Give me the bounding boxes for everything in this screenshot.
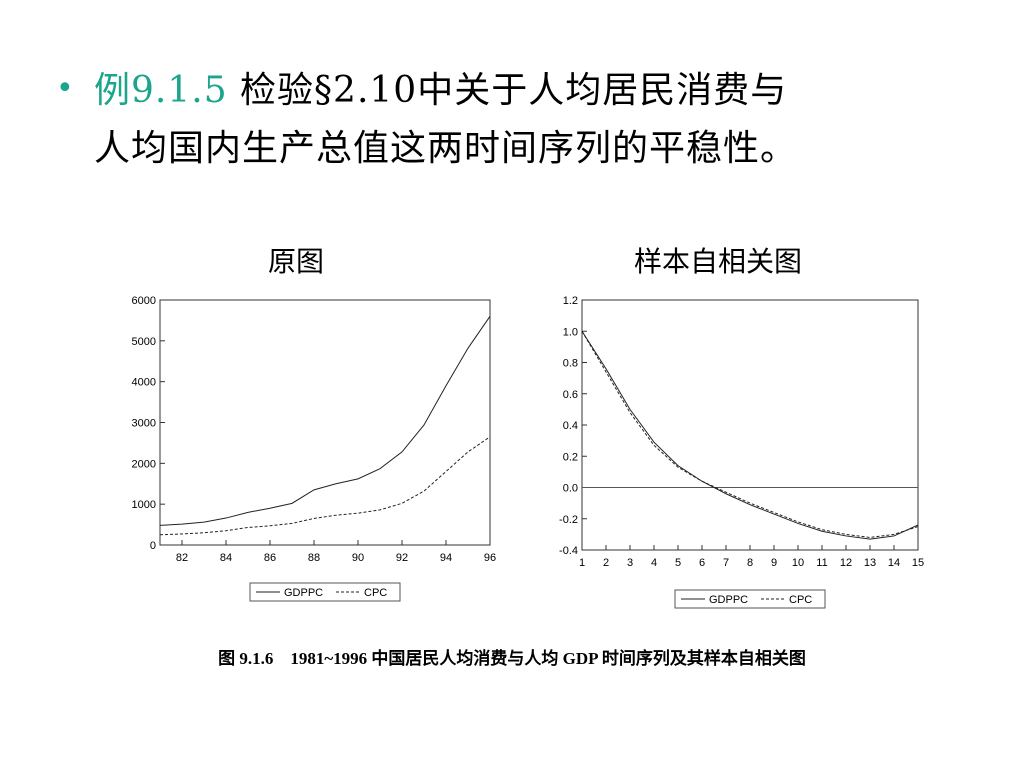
bullet-text: 例9.1.5 检验§2.10中关于人均居民消费与 人均国内生产总值这两时间序列的… bbox=[94, 62, 976, 178]
x-tick-label: 6 bbox=[699, 557, 705, 569]
y-tick-label: 1000 bbox=[132, 499, 156, 511]
bullet-line2: 人均国内生产总值这两时间序列的平稳性。 bbox=[94, 128, 798, 169]
y-tick-label: 1.0 bbox=[563, 326, 578, 338]
x-tick-label: 1 bbox=[579, 557, 585, 569]
legend-label-gdppc: GDPPC bbox=[709, 594, 748, 606]
y-tick-label: -0.2 bbox=[559, 514, 578, 526]
bullet-line1: 检验§2.10中关于人均居民消费与 bbox=[227, 70, 788, 111]
legend-label-gdppc: GDPPC bbox=[284, 587, 323, 599]
y-tick-label: 0.0 bbox=[563, 483, 578, 495]
y-tick-label: 4000 bbox=[132, 377, 156, 389]
series-line-gdppc bbox=[581, 330, 919, 540]
y-tick-label: 3000 bbox=[132, 418, 156, 430]
series-line-gdppc bbox=[159, 316, 491, 526]
series-line-cpc bbox=[581, 330, 919, 539]
y-tick-label: 0.2 bbox=[563, 451, 578, 463]
bullet-block: • 例9.1.5 检验§2.10中关于人均居民消费与 人均国内生产总值这两时间序… bbox=[56, 62, 976, 178]
y-tick-label: -0.4 bbox=[559, 545, 578, 557]
plot-frame bbox=[581, 299, 919, 551]
x-tick-label: 82 bbox=[176, 552, 188, 564]
x-tick-label: 94 bbox=[440, 552, 452, 564]
x-tick-label: 8 bbox=[747, 557, 753, 569]
x-tick-label: 84 bbox=[220, 552, 232, 564]
legend-label-cpc: CPC bbox=[789, 594, 812, 606]
right-chart: -0.4-0.20.00.20.40.60.81.01.21 2 3 4 5 6 7 8 9 10… bbox=[559, 295, 924, 609]
x-tick-label: 11 bbox=[816, 557, 827, 569]
x-tick-label: 12 bbox=[840, 557, 852, 569]
x-tick-label: 10 bbox=[792, 557, 804, 569]
y-tick-label: 6000 bbox=[132, 295, 156, 307]
y-tick-label: 0.8 bbox=[563, 358, 578, 370]
x-tick-label: 5 bbox=[675, 557, 681, 569]
right-chart-title: 样本自相关图 bbox=[634, 245, 803, 278]
x-tick-label: 2 bbox=[603, 557, 609, 569]
series-line-cpc bbox=[159, 436, 491, 536]
y-tick-label: 2000 bbox=[132, 458, 156, 470]
y-tick-label: 0.4 bbox=[563, 420, 578, 432]
left-chart: 0 1000 2000 3000 4000 5000 6000 82 84 86 88 90 92 94 9… bbox=[132, 295, 496, 602]
y-tick-label: 0.6 bbox=[563, 389, 578, 401]
example-label: 例9.1.5 bbox=[94, 70, 228, 111]
x-tick-label: 3 bbox=[627, 557, 633, 569]
y-tick-label: 0 bbox=[150, 540, 156, 552]
x-tick-label: 9 bbox=[771, 557, 777, 569]
plot-frame bbox=[159, 299, 491, 546]
bullet-icon: • bbox=[56, 71, 74, 106]
left-chart-title: 原图 bbox=[268, 245, 325, 278]
x-tick-label: 96 bbox=[484, 552, 496, 564]
figure-caption: 图 9.1.6 1981~1996 中国居民人均消费与人均 GDP 时间序列及其… bbox=[218, 649, 806, 668]
y-tick-label: 1.2 bbox=[563, 295, 578, 307]
legend-box bbox=[674, 589, 826, 609]
legend-label-cpc: CPC bbox=[364, 587, 387, 599]
x-tick-label: 15 bbox=[912, 557, 924, 569]
x-tick-label: 7 bbox=[723, 557, 729, 569]
x-tick-label: 13 bbox=[864, 557, 876, 569]
y-tick-label: 5000 bbox=[132, 336, 156, 348]
x-tick-label: 88 bbox=[308, 552, 320, 564]
x-tick-label: 86 bbox=[264, 552, 276, 564]
legend-box bbox=[249, 582, 401, 602]
x-tick-label: 14 bbox=[888, 557, 900, 569]
x-tick-label: 4 bbox=[651, 557, 657, 569]
x-tick-label: 90 bbox=[352, 552, 364, 564]
x-tick-label: 92 bbox=[396, 552, 408, 564]
